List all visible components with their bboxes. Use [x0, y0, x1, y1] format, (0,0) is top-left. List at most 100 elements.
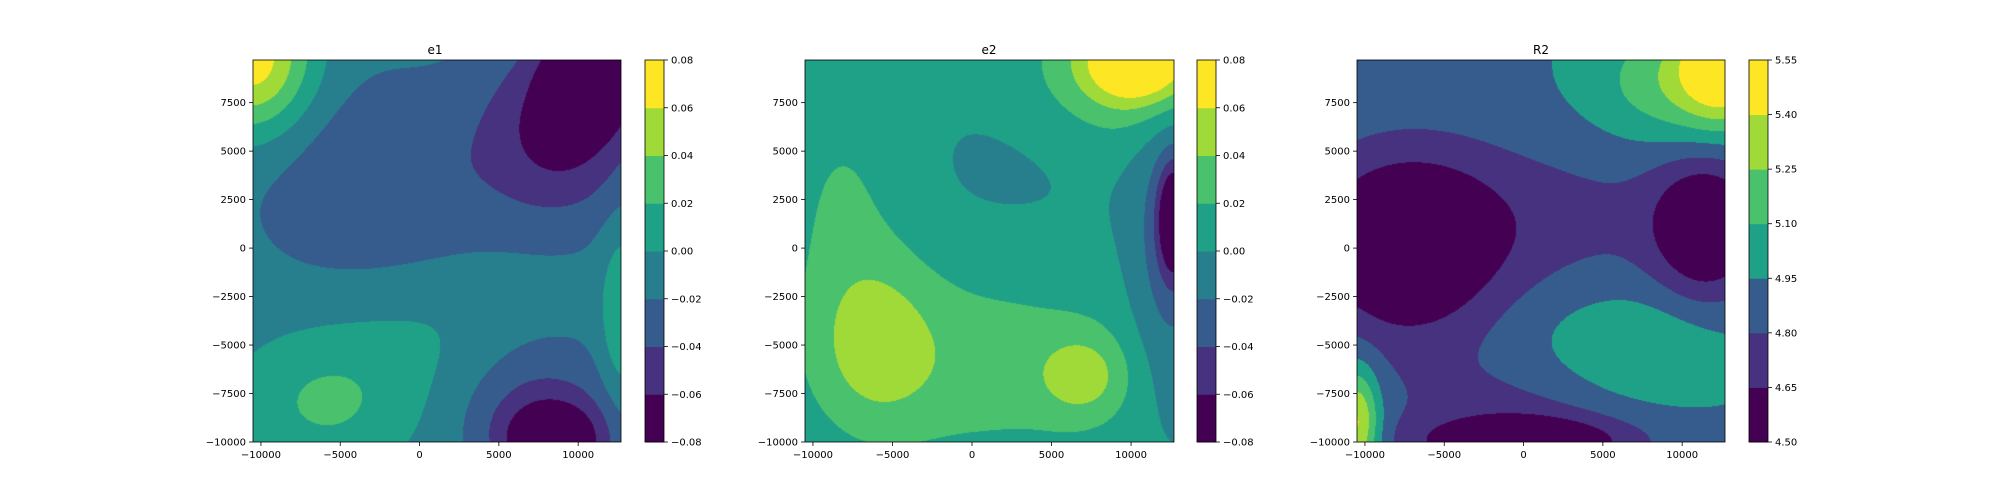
contour-fill	[1357, 60, 1725, 442]
colorbar-band	[1197, 298, 1216, 347]
colorbar-tick-label: −0.04	[671, 342, 702, 353]
colorbar-tick-label: 0.04	[671, 151, 693, 162]
contour-plot-area: −10000 −5000 0 5000 10000 −10000 −7500 −5000 −25…	[1310, 59, 1726, 461]
colorbar-band	[1749, 223, 1768, 279]
x-tick-label: 0	[1520, 450, 1526, 461]
x-tick-label: 10000	[1666, 450, 1698, 461]
colorbar-band	[645, 155, 664, 204]
contour-plot-area: −10000 −5000 0 5000 10000 −10000 −7500 −5000 −25…	[758, 59, 1175, 461]
colorbar-band	[1749, 387, 1768, 443]
colorbar-tick-label: −0.06	[671, 390, 702, 401]
y-tick-label: 2500	[1325, 195, 1350, 206]
colorbar-tick-label: −0.02	[671, 294, 702, 305]
contour-fill	[253, 60, 621, 442]
y-tick-label: −10000	[758, 438, 798, 449]
colorbar-band	[1749, 332, 1768, 388]
y-tick-label: −7500	[1316, 389, 1350, 400]
colorbar-tick-label: 5.40	[1775, 110, 1797, 121]
colorbar-tick-label: −0.08	[671, 438, 702, 449]
y-tick-label: 7500	[1325, 98, 1350, 109]
y-tick-label: 5000	[1325, 147, 1350, 158]
plot-frame	[252, 59, 622, 443]
y-tick-label: 7500	[773, 98, 798, 109]
colorbar-band	[1749, 114, 1768, 170]
chart-title: R2	[1533, 43, 1549, 57]
x-tick-label: 10000	[1115, 450, 1147, 461]
y-tick-label: −2500	[212, 292, 246, 303]
colorbar-frame	[1748, 59, 1769, 443]
colorbar: 4.50 4.65 4.80 4.95 5.10 5.25 5.40 5.55	[1748, 56, 1797, 449]
colorbar-band	[1749, 169, 1768, 225]
colorbar-tick-label: 4.50	[1775, 438, 1797, 449]
colorbar-band	[645, 298, 664, 347]
panel-e1: e1 −10000 −5000 0 5000 10000 −10000 −7500 −5000…	[206, 43, 702, 461]
y-tick-label: 0	[240, 244, 246, 255]
x-tick-label: −10000	[1345, 450, 1385, 461]
y-tick-label: 2500	[773, 195, 798, 206]
y-tick-label: −5000	[1316, 341, 1350, 352]
colorbar-tick-label: 0.06	[671, 103, 693, 114]
y-tick-label: −10000	[1310, 438, 1350, 449]
x-tick-label: 5000	[1039, 450, 1064, 461]
x-tick-label: −5000	[1427, 450, 1461, 461]
y-tick-label: −5000	[212, 341, 246, 352]
x-tick-label: −5000	[876, 450, 910, 461]
colorbar-tick-label: 0.08	[1223, 56, 1245, 67]
colorbar-band	[1749, 60, 1768, 116]
x-tick-label: −10000	[793, 450, 833, 461]
colorbar-band	[645, 346, 664, 395]
colorbar-band	[1197, 155, 1216, 204]
colorbar-band	[1197, 251, 1216, 300]
panel-R2: R2 −10000 −5000 0 5000 10000 −10000 −7500 −5000…	[1310, 43, 1797, 461]
colorbar-band	[1197, 346, 1216, 395]
y-tick-label: 7500	[221, 98, 246, 109]
colorbar-tick-label: 0.06	[1223, 103, 1245, 114]
colorbar-tick-label: 5.25	[1775, 165, 1797, 176]
colorbar-band	[645, 251, 664, 300]
colorbar-tick-label: 5.55	[1775, 56, 1797, 67]
panel-e2: e2 −10000 −5000 0 5000 10000 −10000 −7500 −5000…	[758, 43, 1254, 461]
colorbar-tick-label: 0.00	[671, 247, 693, 258]
contour-plot-area: −10000 −5000 0 5000 10000 −10000 −7500 −5000 −25…	[206, 59, 622, 461]
y-tick-label: −7500	[764, 389, 798, 400]
colorbar-tick-label: 0.00	[1223, 247, 1245, 258]
colorbar-tick-label: 0.02	[1223, 199, 1245, 210]
y-tick-label: 0	[1344, 244, 1350, 255]
colorbar-tick-label: 5.10	[1775, 219, 1797, 230]
y-tick-label: −5000	[764, 341, 798, 352]
colorbar-tick-label: 4.80	[1775, 328, 1797, 339]
plot-frame	[804, 59, 1175, 443]
x-tick-label: 0	[416, 450, 422, 461]
colorbar-tick-label: 4.65	[1775, 383, 1797, 394]
x-tick-label: 10000	[562, 450, 594, 461]
x-tick-label: 0	[969, 450, 975, 461]
colorbar-band	[645, 394, 664, 443]
colorbar-tick-label: −0.04	[1223, 342, 1254, 353]
colorbar: −0.08 −0.06 −0.04 −0.02 0.00 0.02 0.04 0.06 0.08	[644, 56, 702, 449]
colorbar-tick-label: −0.06	[1223, 390, 1254, 401]
plot-frame	[1356, 59, 1726, 443]
colorbar-tick-label: 4.95	[1775, 274, 1797, 285]
colorbar-band	[1197, 60, 1216, 109]
colorbar-band	[645, 107, 664, 156]
colorbar-tick-label: 0.04	[1223, 151, 1245, 162]
colorbar: −0.08 −0.06 −0.04 −0.02 0.00 0.02 0.04 0.06 0.08	[1196, 56, 1254, 449]
colorbar-tick-label: −0.08	[1223, 438, 1254, 449]
colorbar-tick-label: −0.02	[1223, 294, 1254, 305]
y-tick-label: −10000	[206, 438, 246, 449]
x-tick-label: 5000	[1590, 450, 1615, 461]
x-tick-label: −5000	[323, 450, 357, 461]
colorbar-band	[1197, 107, 1216, 156]
y-tick-label: −7500	[212, 389, 246, 400]
colorbar-tick-label: 0.02	[671, 199, 693, 210]
colorbar-band	[645, 203, 664, 252]
chart-title: e1	[427, 43, 442, 57]
colorbar-band	[1197, 394, 1216, 443]
x-tick-label: 5000	[486, 450, 511, 461]
y-tick-label: 0	[792, 244, 798, 255]
colorbar-band	[1197, 203, 1216, 252]
y-tick-label: 2500	[221, 195, 246, 206]
colorbar-band	[1749, 278, 1768, 334]
y-tick-label: 5000	[773, 147, 798, 158]
